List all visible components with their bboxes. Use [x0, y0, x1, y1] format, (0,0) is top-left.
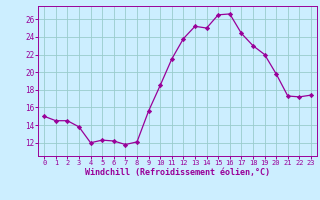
X-axis label: Windchill (Refroidissement éolien,°C): Windchill (Refroidissement éolien,°C) [85, 168, 270, 177]
